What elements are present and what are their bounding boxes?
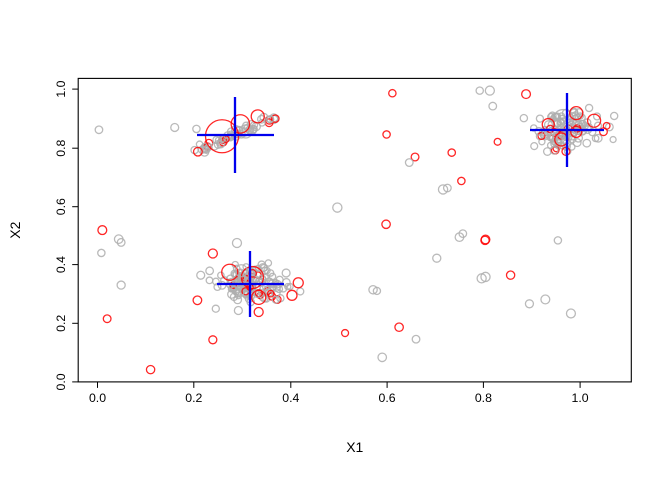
svg-text:0.8: 0.8 [54, 139, 68, 156]
svg-text:X2: X2 [7, 221, 23, 238]
svg-text:0.6: 0.6 [379, 391, 396, 405]
svg-text:0.2: 0.2 [185, 391, 202, 405]
svg-text:1.0: 1.0 [572, 391, 589, 405]
svg-text:0.4: 0.4 [54, 256, 68, 273]
svg-text:0.8: 0.8 [475, 391, 492, 405]
svg-text:0.0: 0.0 [89, 391, 106, 405]
svg-text:0.4: 0.4 [282, 391, 299, 405]
svg-text:0.6: 0.6 [54, 198, 68, 215]
svg-text:0.2: 0.2 [54, 315, 68, 332]
svg-text:1.0: 1.0 [54, 80, 68, 97]
svg-text:0.0: 0.0 [54, 373, 68, 390]
svg-text:X1: X1 [346, 439, 363, 455]
